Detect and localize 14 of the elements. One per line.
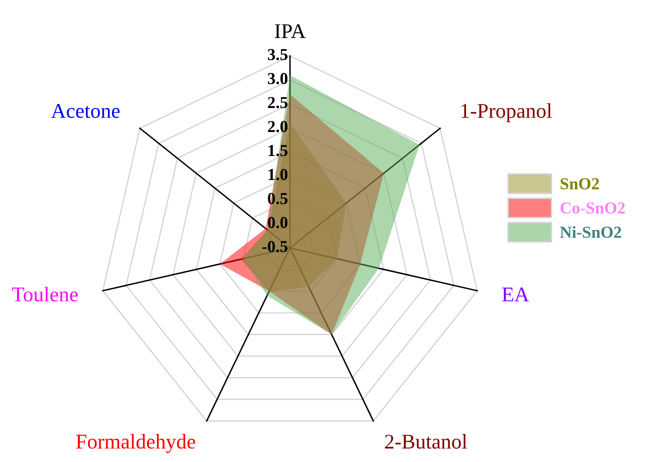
spoke-label: Toulene — [12, 286, 78, 302]
spoke-label: IPA — [274, 24, 306, 38]
legend-label: Co-SnO2 — [560, 202, 625, 214]
legend-label: SnO2 — [560, 178, 599, 190]
spoke-label: EA — [502, 288, 530, 302]
spoke-label: 1-Propanol — [461, 103, 552, 122]
y-tick-label: 3.5 — [268, 48, 288, 60]
y-tick-label: 3.0 — [268, 72, 288, 84]
y-tick-label: 2.5 — [268, 96, 288, 108]
spoke-label: Formaldehyde — [76, 434, 196, 453]
spoke-label: 2-Butanol — [385, 434, 468, 449]
spoke-label: Acetone — [51, 104, 120, 118]
y-tick-label: -0.5 — [262, 240, 288, 252]
legend-label: Ni-SnO2 — [560, 226, 622, 238]
